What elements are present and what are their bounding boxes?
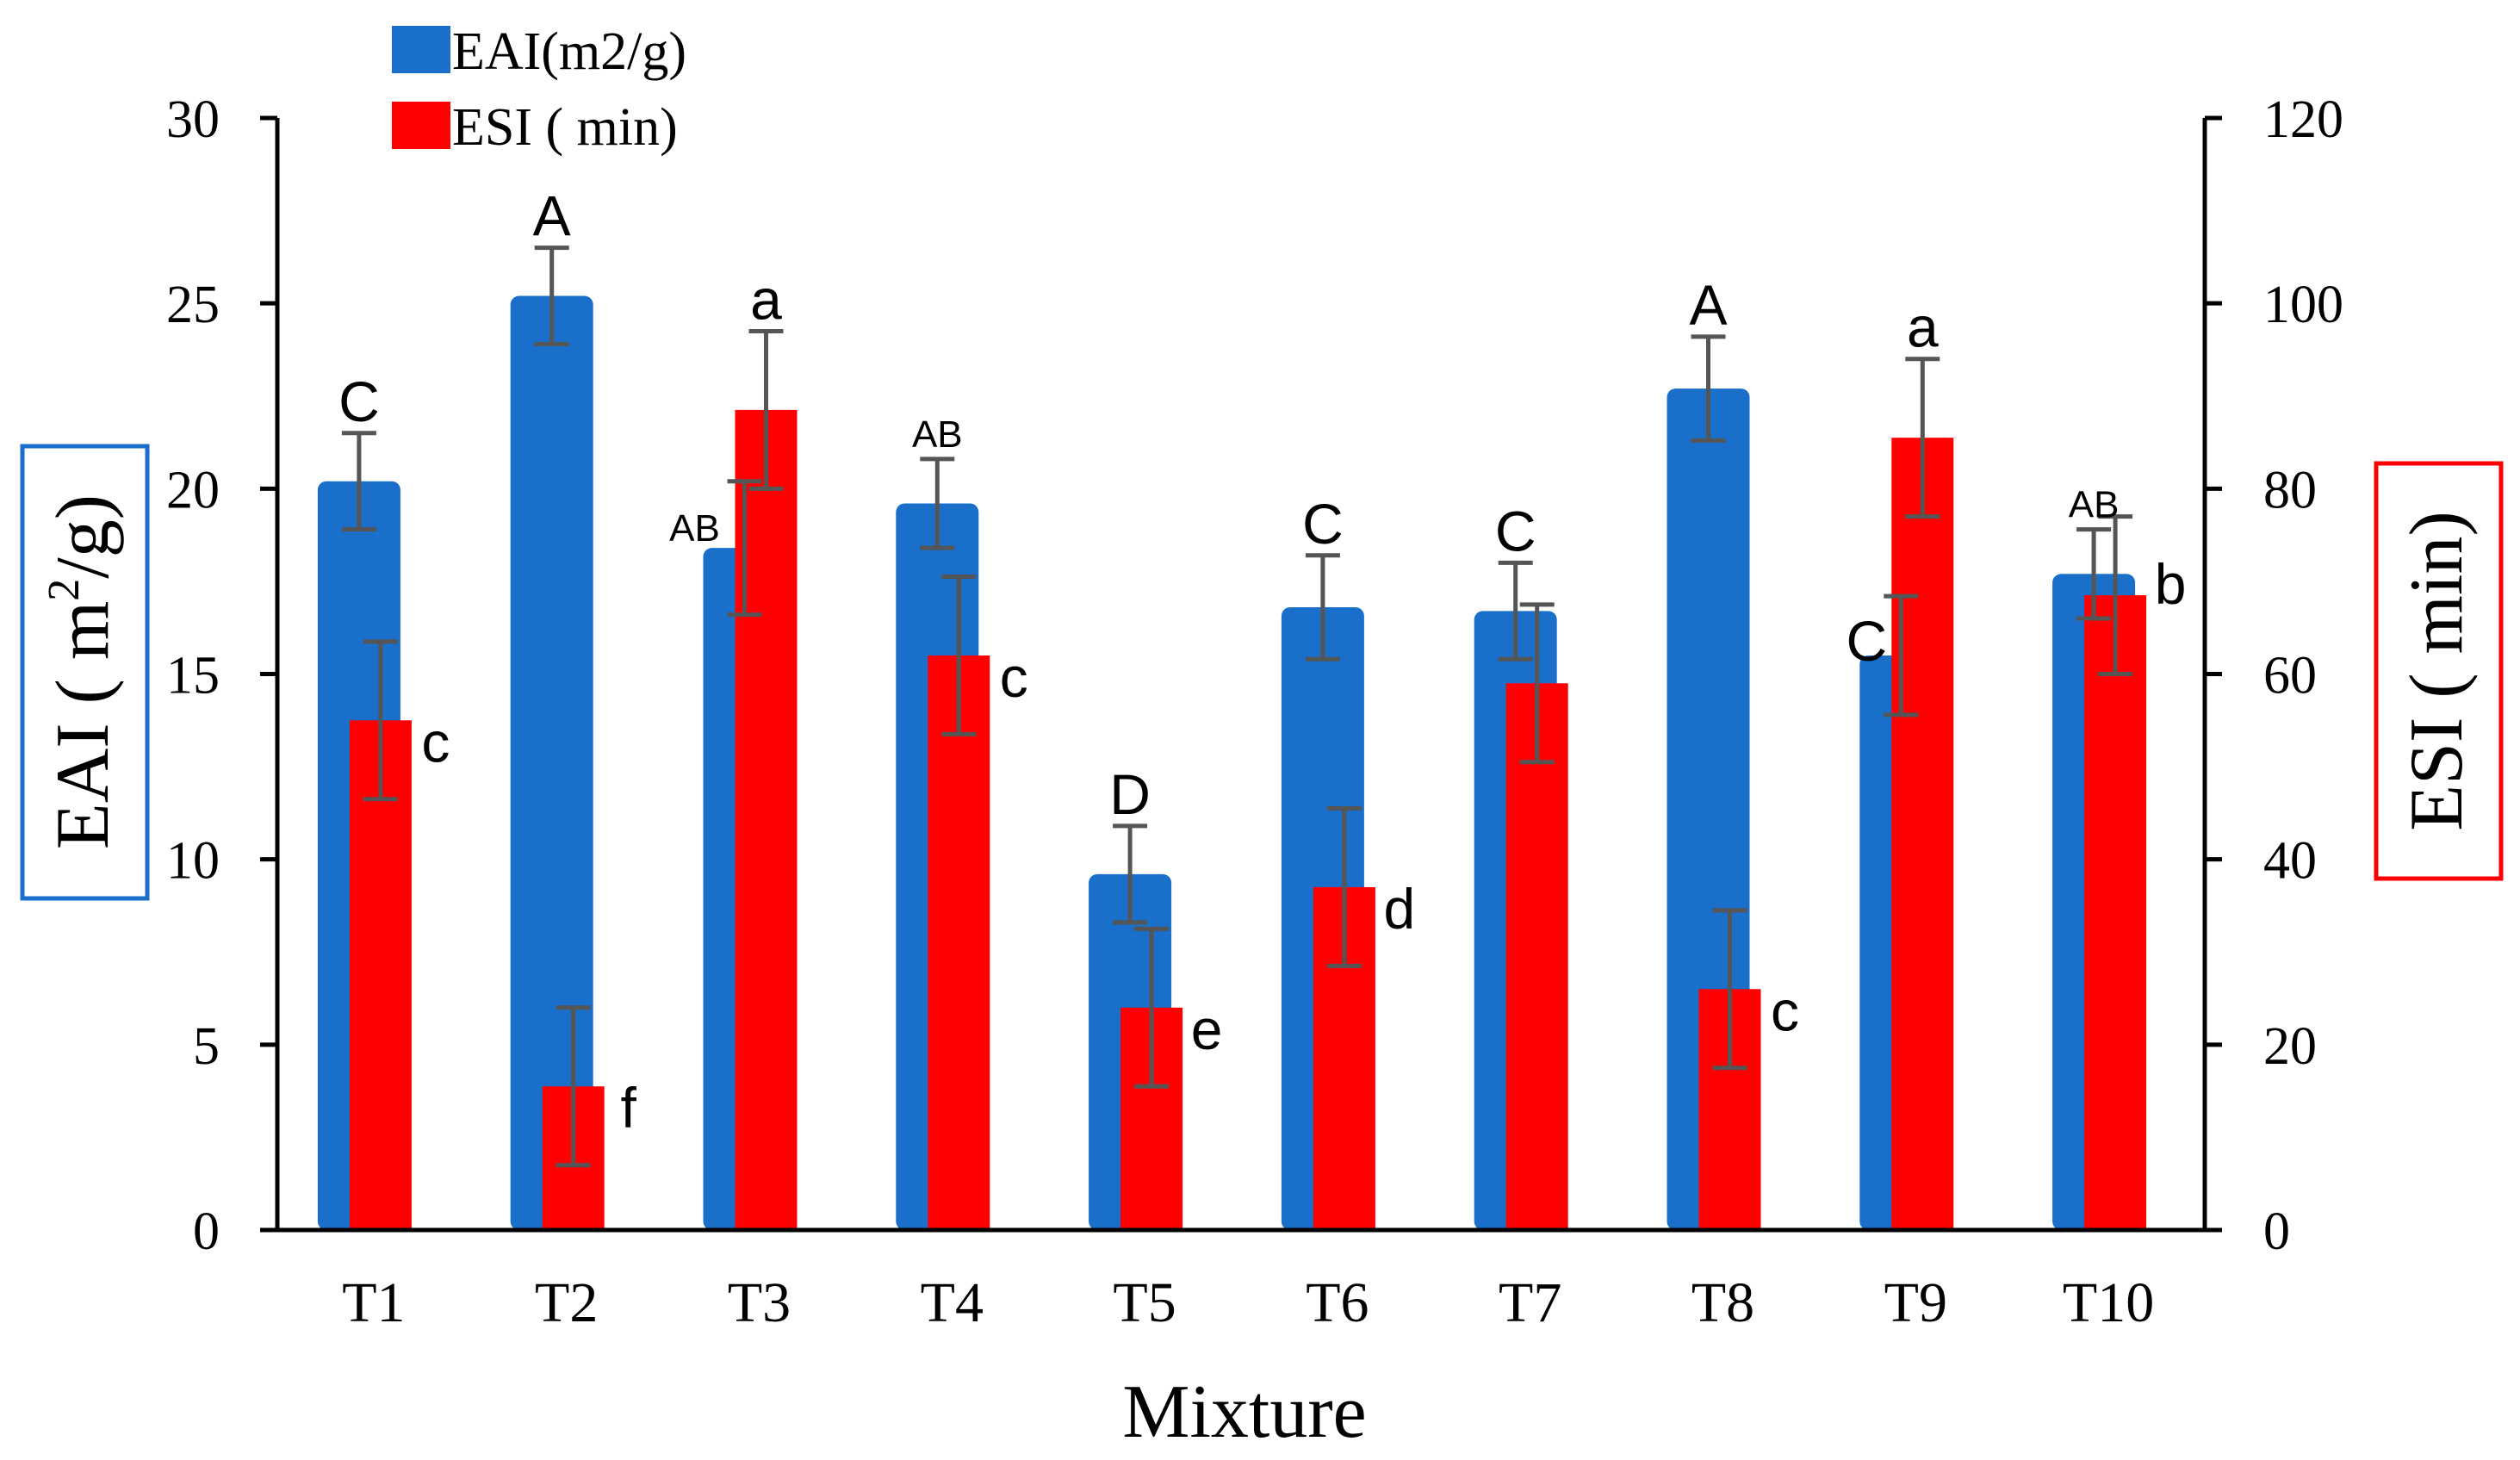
significance-letter-esi-t6: d — [1384, 877, 1416, 941]
y-left-tick-label: 10 — [166, 832, 220, 891]
error-bar-eai-t9 — [1884, 593, 1919, 718]
error-bar-esi-t3 — [748, 328, 784, 491]
y-right-tick-label: 40 — [2263, 832, 2317, 891]
legend-label-esi: ESI ( min) — [452, 98, 678, 157]
error-bar-esi-t6 — [1326, 805, 1362, 968]
error-bar-eai-t5 — [1113, 823, 1148, 925]
error-bar-esi-t7 — [1519, 602, 1555, 765]
error-bar-esi-t4 — [941, 575, 977, 736]
y-left-title-unit-tail: /g) — [41, 494, 125, 579]
x-tick-label-t3: T3 — [728, 1271, 791, 1334]
x-tick-label-t2: T2 — [535, 1271, 598, 1334]
error-bars-layer — [341, 245, 2133, 1168]
y-left-title: EAI ( m2/g) — [40, 494, 125, 849]
error-bar-eai-t3 — [727, 479, 762, 618]
error-bar-esi-t5 — [1134, 926, 1170, 1089]
y-left-title-exponent: 2 — [40, 579, 89, 601]
bar-eai-t2 — [510, 295, 593, 1230]
legend-label-eai: EAI(m2/g) — [452, 22, 686, 81]
bars-layer — [317, 295, 2147, 1231]
significance-letter-eai-t6: C — [1302, 492, 1344, 556]
error-bar-eai-t8 — [1691, 334, 1726, 443]
significance-letter-eai-t2: A — [533, 184, 571, 248]
significance-letter-eai-t1: C — [338, 370, 380, 433]
error-bar-eai-t1 — [341, 431, 376, 532]
y-left-tick-label: 0 — [193, 1202, 220, 1261]
error-bar-esi-t10 — [2098, 514, 2133, 676]
y-right-tick-label: 0 — [2263, 1202, 2290, 1261]
significance-letter-esi-t9: a — [1907, 295, 1939, 359]
y-left-title-label: EAI — [41, 723, 125, 849]
y-right-tick-label: 60 — [2263, 647, 2317, 705]
legend: EAI(m2/g) ESI ( min) — [392, 22, 686, 157]
significance-letter-esi-t3: a — [750, 267, 782, 331]
x-tick-label-t4: T4 — [921, 1271, 984, 1334]
significance-letter-eai-t10: AB — [2069, 484, 2120, 526]
right-axis-ticks: 0 20 40 60 80 100 120 — [2205, 90, 2343, 1261]
error-bar-eai-t10 — [2076, 527, 2112, 621]
error-bar-eai-t2 — [534, 245, 569, 347]
significance-letter-esi-t8: c — [1771, 979, 1799, 1042]
left-axis-ticks: 0 5 10 15 20 25 30 — [166, 90, 277, 1261]
error-bar-esi-t1 — [363, 639, 398, 802]
significance-letter-esi-t5: e — [1191, 997, 1223, 1061]
bar-esi-t10 — [2084, 595, 2147, 1230]
y-left-title-unit: m — [41, 601, 125, 660]
significance-letter-esi-t4: c — [1000, 645, 1028, 709]
error-bar-eai-t6 — [1305, 553, 1340, 662]
bar-esi-t9 — [1891, 438, 1954, 1231]
x-tick-label-t1: T1 — [342, 1271, 405, 1334]
significance-letter-eai-t8: A — [1689, 273, 1727, 337]
y-right-tick-label: 120 — [2263, 90, 2343, 149]
y-left-title-box — [20, 444, 150, 901]
y-right-tick-label: 20 — [2263, 1017, 2317, 1076]
bar-esi-t4 — [928, 655, 990, 1230]
x-tick-label-t9: T9 — [1884, 1271, 1947, 1334]
x-tick-label-t5: T5 — [1113, 1271, 1176, 1334]
x-axis-category-labels: T1 T2 T3 T4 T5 T6 T7 T8 T9 T10 — [342, 1271, 2154, 1334]
legend-swatch-esi — [392, 102, 450, 149]
x-tick-label-t7: T7 — [1499, 1271, 1561, 1334]
error-bar-eai-t4 — [920, 457, 955, 550]
y-left-tick-label: 20 — [166, 461, 220, 519]
y-right-tick-label: 80 — [2263, 461, 2317, 519]
error-bar-eai-t7 — [1498, 560, 1533, 662]
y-left-tick-label: 30 — [166, 90, 220, 149]
legend-swatch-eai — [392, 26, 450, 73]
significance-letter-eai-t3: AB — [669, 507, 720, 550]
significance-letter-eai-t9: C — [1846, 609, 1887, 673]
y-right-tick-label: 100 — [2263, 276, 2343, 334]
bar-esi-t1 — [349, 720, 412, 1230]
significance-letter-esi-t1: c — [421, 710, 450, 773]
significance-letter-eai-t7: C — [1495, 499, 1536, 562]
significance-letter-esi-t2: f — [621, 1076, 637, 1140]
y-right-title: ESI ( min) — [2395, 511, 2479, 831]
y-left-tick-label: 25 — [166, 276, 220, 334]
x-tick-label-t8: T8 — [1691, 1271, 1754, 1334]
significance-letters-layer: Cc Af AB a AB c De Cd C Ac Ca AB b — [338, 184, 2186, 1140]
bar-esi-t7 — [1505, 683, 1568, 1230]
error-bar-esi-t2 — [556, 1005, 591, 1168]
significance-letter-esi-t10: b — [2155, 552, 2187, 616]
x-axis-title: Mixture — [1122, 1370, 1367, 1454]
significance-letter-eai-t5: D — [1109, 762, 1151, 826]
y-left-tick-label: 15 — [166, 647, 220, 705]
significance-letter-eai-t4: AB — [912, 413, 963, 456]
x-tick-label-t10: T10 — [2063, 1271, 2154, 1334]
y-right-title-box — [2374, 461, 2504, 881]
error-bar-esi-t8 — [1712, 908, 1747, 1071]
x-tick-label-t6: T6 — [1306, 1271, 1369, 1334]
error-bar-esi-t9 — [1905, 357, 1940, 519]
y-left-tick-label: 5 — [193, 1017, 220, 1076]
